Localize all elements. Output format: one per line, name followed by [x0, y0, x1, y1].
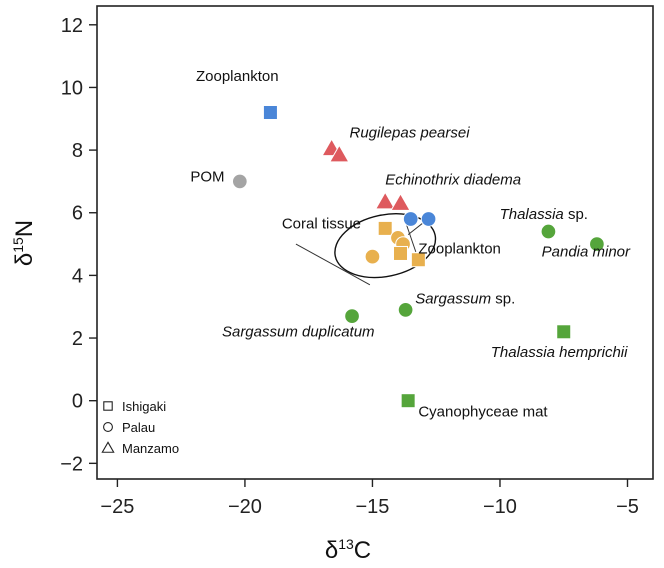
x-axis-title: δ13C: [325, 536, 371, 564]
annotation-label: Coral tissue: [282, 215, 361, 232]
legend-marker-triangle: [101, 441, 115, 453]
x-axis: −25 −20 −15 −10 −5: [100, 479, 639, 518]
data-point-circle: [364, 248, 381, 265]
data-points: [231, 105, 605, 409]
data-point-circle: [397, 301, 414, 318]
annotation-label: Cyanophyceae mat: [418, 403, 548, 420]
annotation-prefix: Thalassia: [500, 206, 568, 223]
y-axis: −2 0 2 4 6 8 10 12: [60, 15, 97, 475]
data-point-square: [377, 220, 393, 236]
legend-marker-square: [103, 401, 113, 411]
y-axis-title: δ15N: [10, 220, 38, 266]
legend-label: Palau: [122, 420, 155, 435]
data-point-square: [410, 252, 426, 268]
data-point-square: [393, 245, 409, 261]
coral-tissue-ellipse: [334, 213, 437, 279]
annotation-label: POM: [190, 168, 224, 185]
data-point-square: [400, 393, 416, 409]
data-point-circle: [420, 211, 437, 227]
annotation-label: Zooplankton: [196, 68, 279, 85]
x-tick-label: −20: [228, 496, 262, 518]
annotation-label: Pandia minor: [542, 244, 631, 261]
annotation-label: Rugilepas pearsei: [349, 125, 470, 142]
data-point-circle: [344, 308, 360, 324]
annotation-label: Thalassia sp.: [500, 206, 588, 223]
leader-line: [405, 221, 417, 253]
y-tick-label: −2: [60, 453, 83, 475]
annotation-label: Echinothrix diadema: [385, 172, 521, 189]
data-point-triangle: [328, 144, 350, 163]
data-point-circle: [231, 173, 248, 190]
annotation-text: sp.: [495, 291, 515, 308]
y-tick-label: 4: [72, 265, 83, 287]
x-tick-label: −5: [616, 496, 639, 518]
legend-label: Ishigaki: [122, 399, 166, 414]
legend-marker-circle: [103, 422, 113, 432]
data-point-circle: [540, 223, 557, 240]
x-tick-label: −10: [483, 496, 517, 518]
annotation-text: sp.: [568, 206, 588, 223]
data-point-square: [262, 105, 278, 121]
data-point-circle: [402, 211, 419, 227]
leader-line: [295, 243, 371, 286]
annotation-label: Thalassia hemprichii: [491, 344, 628, 361]
data-point-triangle: [374, 191, 396, 210]
annotation-prefix: Sargassum: [415, 291, 495, 308]
y-tick-label: 10: [61, 77, 83, 99]
y-tick-label: 2: [72, 328, 83, 350]
x-tick-label: −25: [100, 496, 134, 518]
legend-label: Manzamo: [122, 441, 179, 456]
annotation-label: Zooplankton: [418, 240, 501, 257]
x-tick-label: −15: [355, 496, 389, 518]
data-point-square: [556, 324, 572, 340]
annotation-label: Sargassum sp.: [415, 291, 515, 308]
plot-area: [96, 5, 654, 480]
guides: [295, 213, 437, 286]
legend: Ishigaki Palau Manzamo: [101, 399, 179, 456]
data-point-triangle: [390, 192, 411, 211]
annotation-label: Sargassum duplicatum: [222, 323, 375, 340]
data-point-circle: [589, 236, 605, 252]
y-tick-label: 8: [72, 140, 83, 162]
y-tick-label: 12: [61, 15, 83, 37]
y-tick-label: 6: [72, 203, 83, 225]
y-tick-label: 0: [72, 391, 83, 413]
annotations: Zooplankton Rugilepas pearsei POM Echinothr…: [190, 68, 631, 420]
